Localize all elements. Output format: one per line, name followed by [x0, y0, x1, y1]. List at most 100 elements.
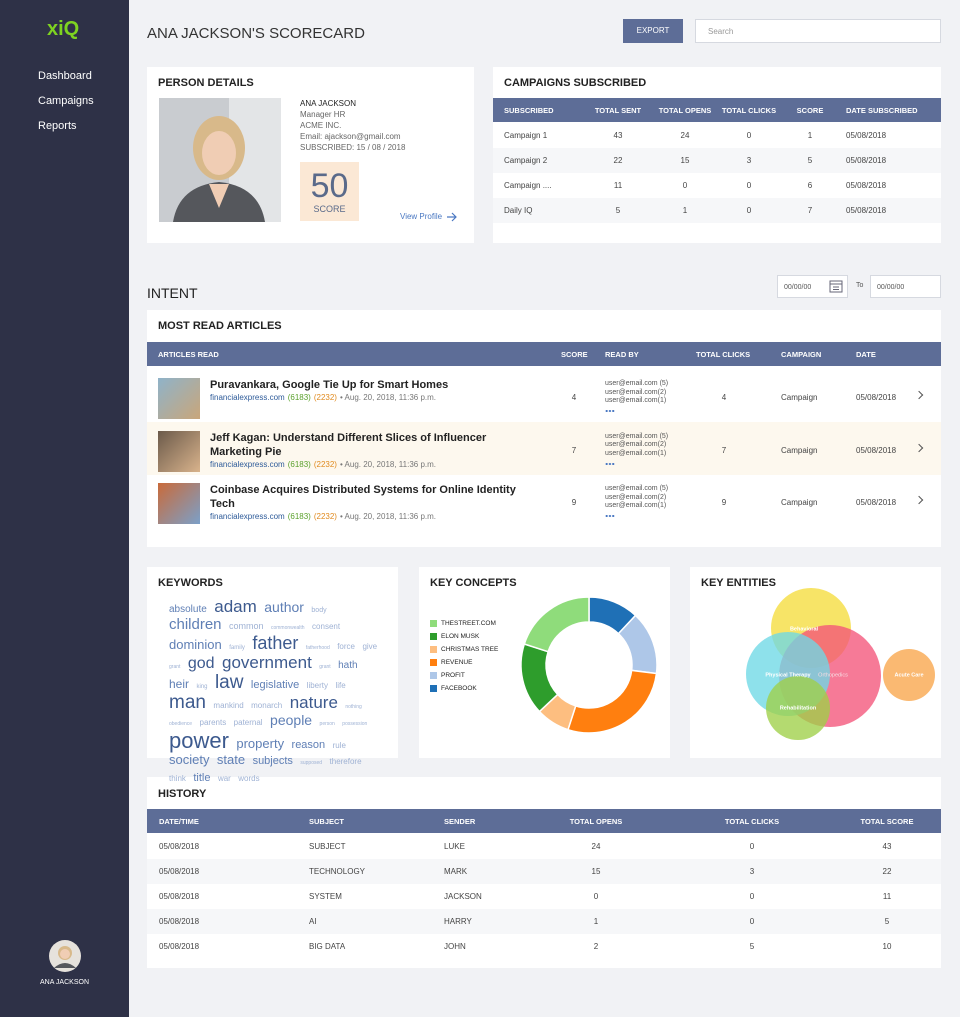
article-title[interactable]: Jeff Kagan: Understand Different Slices … [210, 431, 487, 458]
read-by-user: user@email.com(1) [605, 397, 667, 404]
keyword: subjects [252, 755, 293, 767]
date-input[interactable]: 00/00/00 [870, 275, 941, 298]
column-header: TOTAL OPENS [658, 106, 712, 115]
table-cell: 22 [882, 867, 892, 876]
table-row [147, 859, 941, 884]
read-by-user: user@email.com (5) [605, 485, 669, 492]
keyword: force [337, 642, 355, 651]
legend-label: FACEBOOK [441, 685, 477, 692]
article-date: • Aug. 20, 2018, 11:36 p.m. [339, 393, 437, 402]
column-header: TOTAL CLICKS [721, 106, 777, 115]
legend-swatch [430, 672, 437, 679]
legend-swatch [430, 620, 437, 627]
article-title[interactable]: Puravankara, Google Tie Up for Smart Hom… [210, 379, 449, 391]
keyword: dominion [169, 637, 222, 652]
keyword: man [169, 692, 206, 713]
column-header: SUBJECT [309, 817, 345, 826]
read-by-user: user@email.com(1) [605, 502, 667, 509]
profile-photo [159, 98, 281, 222]
donut-segment [523, 596, 590, 653]
keyword: words [238, 774, 260, 783]
table-cell: Campaign 2 [504, 156, 548, 165]
article-score: 4 [571, 393, 577, 402]
venn-circle [766, 676, 830, 740]
table-cell: Campaign .... [504, 181, 552, 190]
more-dots[interactable] [605, 515, 615, 517]
table-cell: 05/08/2018 [846, 156, 887, 165]
table-cell: 24 [680, 131, 690, 140]
column-header: TOTAL CLICKS [724, 817, 780, 826]
keyword: adam [214, 597, 257, 616]
venn-label: Acute Care [894, 672, 923, 678]
view-profile-link[interactable]: View Profile [400, 212, 443, 221]
keyword: people [270, 712, 313, 728]
table-cell: Daily IQ [504, 206, 533, 215]
table-cell: 6 [807, 181, 813, 190]
keyword: mankind [213, 701, 244, 710]
calendar-icon[interactable] [829, 279, 843, 293]
table-cell: TECHNOLOGY [309, 867, 366, 876]
card-title: MOST READ ARTICLES [158, 320, 282, 332]
article-campaign: Campaign [781, 445, 818, 455]
article-clicks: 7 [721, 445, 727, 455]
article-date: 05/08/2018 [856, 498, 897, 507]
article-date: • Aug. 20, 2018, 11:36 p.m. [339, 512, 437, 521]
keyword: consent [312, 622, 341, 631]
keyword: power [169, 728, 229, 753]
article-score: 7 [571, 445, 577, 455]
table-row [493, 198, 941, 223]
table-cell: 0 [746, 131, 752, 140]
card-title: CAMPAIGNS SUBSCRIBED [504, 77, 647, 89]
card-title: HISTORY [158, 788, 207, 800]
table-cell: 43 [613, 131, 623, 140]
table-cell: Campaign 1 [504, 131, 548, 140]
table-header [147, 342, 941, 366]
table-header [147, 809, 941, 833]
column-header: DATE SUBSCRIBED [846, 106, 918, 115]
keyword: legislative [250, 679, 300, 691]
keyword: liberty [306, 681, 329, 690]
article-title[interactable]: Coinbase Acquires Distributed Systems fo… [210, 484, 516, 510]
article-source: financialexpress.com (6183) (2232) • Aug. 2… [210, 512, 439, 521]
score-label: SCORE [313, 204, 346, 214]
keyword: grant [319, 664, 331, 670]
article-clicks: 9 [721, 498, 727, 507]
search-input[interactable]: Search [695, 19, 941, 43]
nav-item[interactable]: Reports [38, 120, 77, 132]
column-header: SUBSCRIBED [504, 106, 554, 115]
table-cell: 3 [749, 867, 755, 876]
article-score: 9 [571, 498, 577, 507]
keyword: common [228, 621, 264, 631]
donut-chart [520, 596, 658, 734]
arrow-icon[interactable] [446, 212, 458, 222]
user-avatar[interactable] [49, 940, 81, 972]
export-button[interactable]: EXPORT [623, 19, 683, 43]
table-cell: JOHN [444, 942, 466, 951]
keyword: society [169, 752, 210, 767]
more-dots[interactable] [605, 462, 615, 465]
more-dots[interactable] [605, 410, 615, 412]
keyword: possession [342, 721, 368, 727]
venn-label: Rehabilitation [780, 705, 817, 711]
keyword: paternal [233, 718, 263, 727]
table-cell: 05/08/2018 [159, 842, 200, 851]
column-header: SENDER [444, 817, 476, 826]
keyword: obedience [169, 721, 193, 727]
nav-item[interactable]: Dashboard [38, 70, 92, 82]
keyword: absolute [169, 604, 207, 615]
article-count_b: (2232) [313, 393, 337, 402]
column-header: SCORE [796, 106, 824, 115]
person-name: ANA JACKSON [300, 99, 357, 108]
keyword: law [214, 672, 244, 693]
keyword: rule [332, 741, 346, 750]
keyword: give [362, 642, 378, 651]
article-date: 05/08/2018 [856, 393, 897, 402]
table-cell: 0 [746, 181, 752, 190]
keyword: nothing [345, 704, 362, 710]
section-title: INTENT [147, 285, 198, 301]
nav-item[interactable]: Campaigns [38, 95, 94, 107]
article-thumbnail [158, 483, 200, 524]
keyword: children [169, 616, 222, 633]
person-subscribed: SUBSCRIBED: 15 / 08 / 2018 [300, 143, 406, 152]
